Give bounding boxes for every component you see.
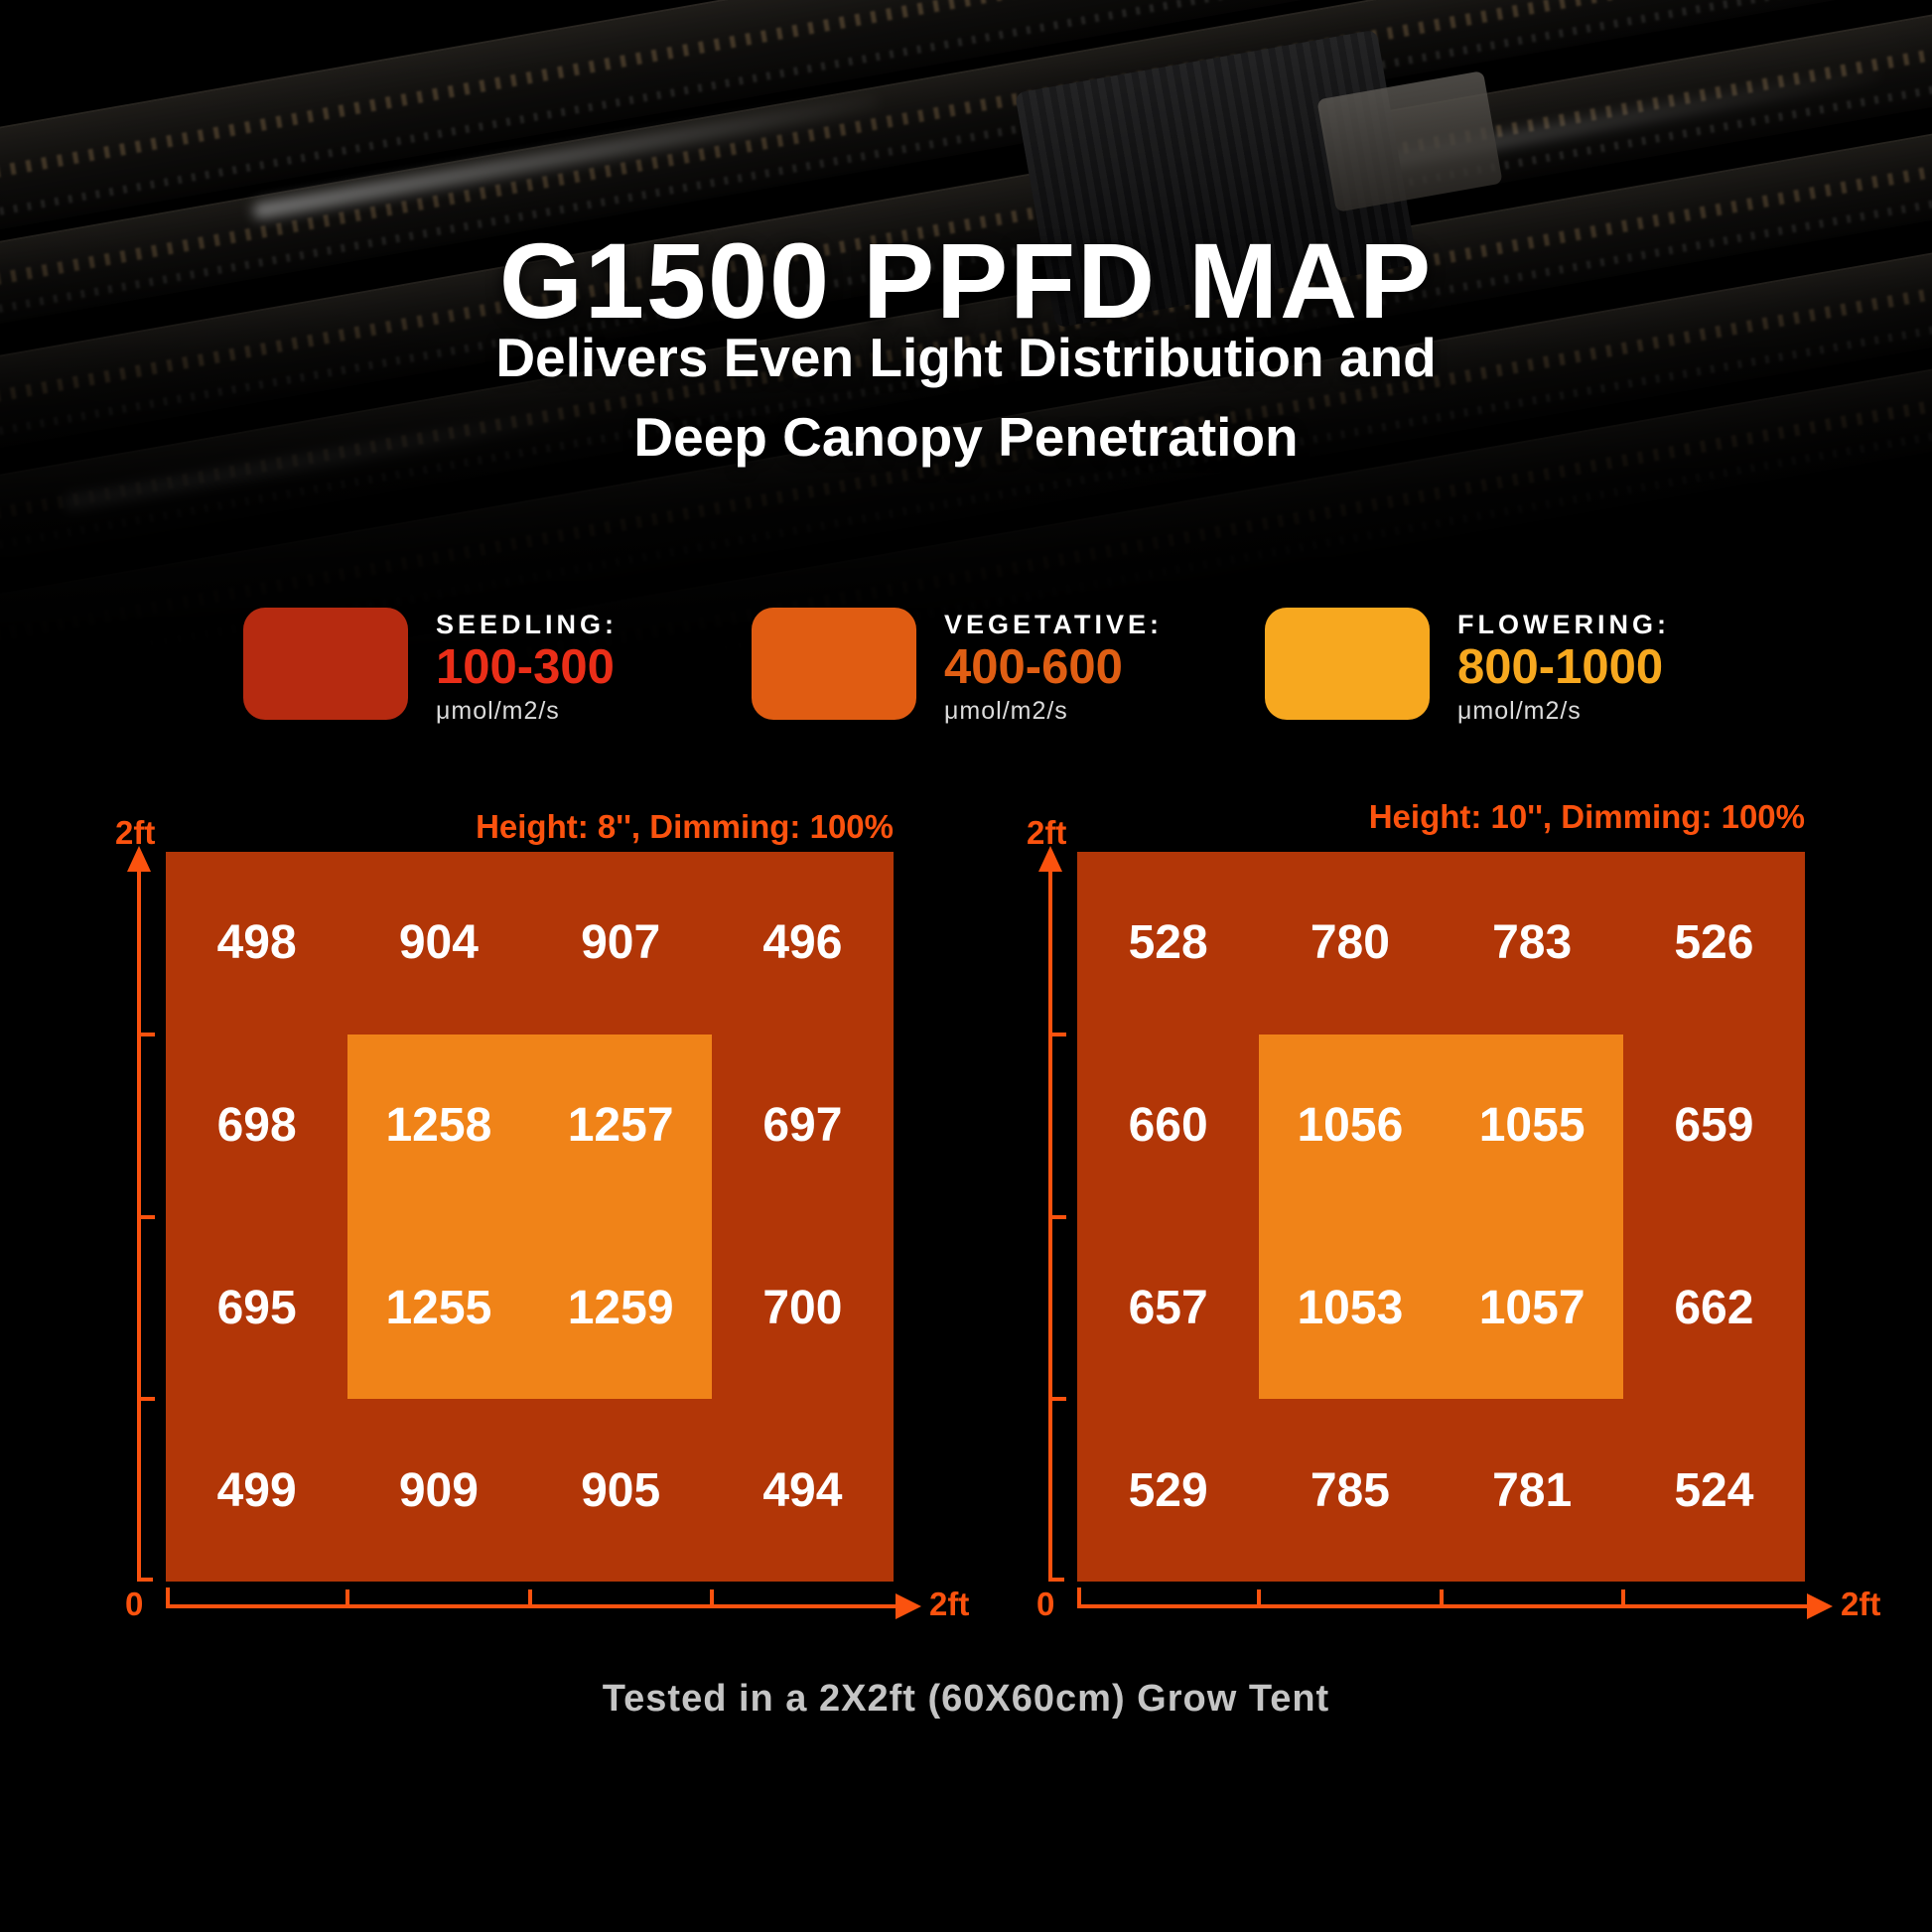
subtitle-line-2: Deep Canopy Penetration bbox=[633, 406, 1299, 468]
ppfd-value-cell: 657 bbox=[1128, 1281, 1208, 1334]
ppfd-value-cell: 528 bbox=[1128, 916, 1208, 970]
x-axis-line bbox=[1077, 1604, 1809, 1608]
legend-stage-label: FLOWERING: bbox=[1457, 610, 1670, 639]
ppfd-value-cell: 659 bbox=[1674, 1099, 1754, 1153]
y-axis-arrow-icon bbox=[1038, 846, 1062, 872]
subtitle-line-1: Delivers Even Light Distribution and bbox=[495, 327, 1437, 388]
ppfd-grid: 528 780 783 526 660 1056 1055 659 657 10… bbox=[1077, 852, 1805, 1582]
ppfd-value-cell: 1255 bbox=[385, 1281, 492, 1334]
chart-header: Height: 8'', Dimming: 100% bbox=[476, 808, 894, 845]
legend-text-block: VEGETATIVE: 400-600 μmol/m2/s bbox=[944, 608, 1163, 726]
axis-tick bbox=[139, 1033, 155, 1036]
ppfd-value-cell: 496 bbox=[762, 916, 843, 970]
ppfd-value-cell: 524 bbox=[1674, 1463, 1754, 1517]
center-highlight-region bbox=[347, 1034, 712, 1400]
ppfd-grid: 498 904 907 496 698 1258 1257 697 695 12… bbox=[166, 852, 894, 1582]
ppfd-value-cell: 909 bbox=[398, 1463, 479, 1517]
axis-tick bbox=[710, 1589, 714, 1604]
x-axis-arrow-icon bbox=[896, 1593, 921, 1619]
ppfd-value-cell: 904 bbox=[398, 916, 479, 970]
ppfd-value-cell: 783 bbox=[1492, 916, 1573, 970]
axis-tick bbox=[1050, 1033, 1066, 1036]
page-subtitle: Delivers Even Light Distribution and Dee… bbox=[0, 318, 1932, 477]
axis-tick bbox=[139, 1397, 155, 1401]
axis-tick bbox=[166, 1587, 170, 1604]
ppfd-value-cell: 1057 bbox=[1478, 1281, 1586, 1334]
ppfd-value-cell: 662 bbox=[1674, 1281, 1754, 1334]
ppfd-value-cell: 780 bbox=[1310, 916, 1390, 970]
legend-ppfd-range: 100-300 bbox=[436, 640, 615, 694]
ppfd-value-cell: 697 bbox=[762, 1099, 843, 1153]
axis-tick bbox=[345, 1589, 349, 1604]
legend-stage-label: VEGETATIVE: bbox=[944, 610, 1164, 639]
ppfd-value-cell: 905 bbox=[581, 1463, 661, 1517]
x-axis-origin-label: 0 bbox=[1036, 1586, 1055, 1622]
ppfd-value-cell: 660 bbox=[1128, 1099, 1208, 1153]
x-axis-max-label: 2ft bbox=[1841, 1586, 1881, 1622]
axis-tick bbox=[528, 1589, 532, 1604]
legend-text-block: SEEDLING: 100-300 μmol/m2/s bbox=[436, 608, 618, 726]
hero-light-fixture-image bbox=[0, 0, 1932, 675]
ppfd-value-cell: 1055 bbox=[1478, 1099, 1586, 1153]
x-axis-arrow-icon bbox=[1807, 1593, 1833, 1619]
legend-item-flowering: FLOWERING: 800-1000 μmol/m2/s bbox=[1265, 608, 1670, 726]
legend-ppfd-range: 800-1000 bbox=[1457, 640, 1664, 694]
y-axis-max-label: 2ft bbox=[1027, 814, 1067, 851]
ppfd-value-cell: 1259 bbox=[567, 1281, 674, 1334]
page-title: G1500 PPFD MAP bbox=[498, 220, 1434, 342]
legend-item-seedling: SEEDLING: 100-300 μmol/m2/s bbox=[243, 608, 618, 726]
y-axis-max-label: 2ft bbox=[115, 814, 156, 851]
axis-tick bbox=[139, 1215, 155, 1219]
ppfd-map-10in: Height: 10'', Dimming: 100% 2ft 528 780 … bbox=[1011, 794, 1884, 1668]
y-axis-line bbox=[1048, 870, 1052, 1582]
axis-tick bbox=[1621, 1589, 1625, 1604]
heatmap-plot: 528 780 783 526 660 1056 1055 659 657 10… bbox=[1077, 852, 1805, 1582]
ppfd-value-cell: 526 bbox=[1674, 916, 1754, 970]
axis-tick bbox=[1050, 1215, 1066, 1219]
center-highlight-region bbox=[1259, 1034, 1623, 1400]
ppfd-value-cell: 1053 bbox=[1297, 1281, 1404, 1334]
legend-item-vegetative: VEGETATIVE: 400-600 μmol/m2/s bbox=[752, 608, 1163, 726]
test-condition-note: Tested in a 2X2ft (60X60cm) Grow Tent bbox=[602, 1678, 1330, 1720]
ppfd-map-8in: Height: 8'', Dimming: 100% 2ft 498 904 9… bbox=[99, 794, 973, 1668]
ppfd-value-cell: 698 bbox=[216, 1099, 297, 1153]
ppfd-value-cell: 1257 bbox=[567, 1099, 674, 1153]
axis-tick bbox=[1440, 1589, 1444, 1604]
heatmap-plot: 498 904 907 496 698 1258 1257 697 695 12… bbox=[166, 852, 894, 1582]
axis-tick bbox=[1050, 1397, 1066, 1401]
legend-stage-label: SEEDLING: bbox=[436, 610, 619, 639]
axis-tick bbox=[1077, 1587, 1081, 1604]
ppfd-value-cell: 907 bbox=[581, 916, 661, 970]
y-axis-arrow-icon bbox=[127, 846, 151, 872]
ppfd-value-cell: 1056 bbox=[1297, 1099, 1404, 1153]
ppfd-value-cell: 785 bbox=[1310, 1463, 1390, 1517]
ppfd-value-cell: 529 bbox=[1128, 1463, 1208, 1517]
x-axis-max-label: 2ft bbox=[929, 1586, 970, 1622]
vegetative-color-swatch bbox=[752, 608, 916, 720]
ppfd-value-cell: 499 bbox=[216, 1463, 297, 1517]
ppfd-value-cell: 695 bbox=[216, 1281, 297, 1334]
legend-ppfd-range: 400-600 bbox=[944, 640, 1123, 694]
x-axis-origin-label: 0 bbox=[125, 1586, 144, 1622]
legend-unit-label: μmol/m2/s bbox=[1457, 696, 1582, 725]
legend-text-block: FLOWERING: 800-1000 μmol/m2/s bbox=[1457, 608, 1670, 726]
axis-tick bbox=[139, 1578, 153, 1582]
axis-tick bbox=[1050, 1578, 1064, 1582]
ppfd-value-cell: 781 bbox=[1492, 1463, 1573, 1517]
x-axis-line bbox=[166, 1604, 897, 1608]
chart-header: Height: 10'', Dimming: 100% bbox=[1368, 798, 1805, 835]
ppfd-value-cell: 498 bbox=[216, 916, 297, 970]
axis-tick bbox=[1257, 1589, 1261, 1604]
ppfd-value-cell: 1258 bbox=[385, 1099, 492, 1153]
ppfd-value-cell: 494 bbox=[762, 1463, 843, 1517]
flowering-color-swatch bbox=[1265, 608, 1430, 720]
seedling-color-swatch bbox=[243, 608, 408, 720]
legend-unit-label: μmol/m2/s bbox=[436, 696, 560, 725]
y-axis-line bbox=[137, 870, 141, 1582]
hero-dark-overlay bbox=[0, 0, 1932, 675]
legend-unit-label: μmol/m2/s bbox=[944, 696, 1068, 725]
ppfd-value-cell: 700 bbox=[762, 1281, 843, 1334]
